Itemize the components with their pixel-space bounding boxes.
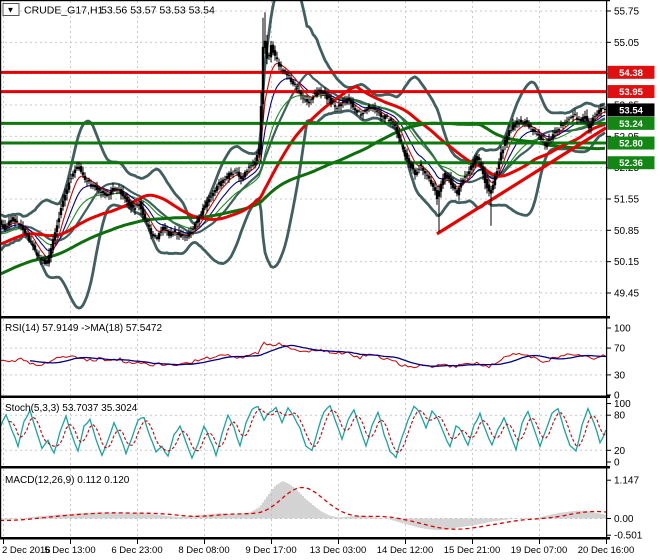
- axis-tick-label: -0.501: [614, 531, 643, 542]
- axis-tick-label: 70: [614, 344, 626, 355]
- axis-tick-label: 0: [614, 391, 620, 402]
- sma-long-red-line: [0, 85, 606, 246]
- axis-tick-label: 100: [614, 399, 631, 410]
- panel-divider: [0, 466, 610, 469]
- price-badge-label: 52.80: [619, 139, 643, 150]
- price-badge: [607, 116, 655, 130]
- time-axis-label: 6 Dec 23:00: [111, 545, 162, 556]
- rsi-ma-line: [29, 344, 606, 367]
- panel-divider: [0, 316, 610, 319]
- time-axis-label: 15 Dec 21:00: [444, 545, 501, 556]
- axis-tick-label: 55.75: [614, 7, 639, 18]
- price-badge: [607, 136, 655, 150]
- stoch-indicator-label: Stoch(5,3,3) 53.7037 35.3024: [5, 403, 138, 414]
- stoch-d-line: [8, 408, 606, 454]
- axis-tick-label: 50.85: [614, 226, 639, 237]
- dropdown-arrow-icon[interactable]: ▼: [7, 6, 15, 15]
- axis-tick-label: 1.147: [614, 476, 639, 487]
- chart-symbol-title: CRUDE_G17,H1: [24, 5, 104, 17]
- price-badge: [607, 103, 655, 117]
- macd-signal-line: [0, 486, 606, 530]
- macd-indicator-label: MACD(12,26,9) 0.112 0.120: [5, 475, 130, 486]
- trendline[interactable]: [436, 126, 606, 236]
- price-badge-label: 53.54: [619, 105, 643, 116]
- sma-long-green-line: [0, 121, 606, 276]
- symbol-dropdown-button[interactable]: [2, 3, 20, 16]
- main-chart-layer: [0, 1, 606, 310]
- axis-tick-label: 55.05: [614, 38, 639, 49]
- price-axis-border: [606, 0, 608, 540]
- stoch-panel-area[interactable]: [0, 398, 606, 466]
- bollinger-band-line: [0, 109, 606, 310]
- time-axis-label: 19 Dec 07:00: [511, 545, 568, 556]
- chart-top-border: [0, 0, 610, 2]
- axis-tick-label: 0.00: [614, 514, 634, 525]
- price-badge-label: 53.24: [619, 119, 643, 130]
- axis-tick-label: 20: [614, 446, 626, 457]
- time-axis-label: 13 Dec 03:00: [310, 545, 367, 556]
- ema-fast-line: [0, 62, 606, 259]
- rsi-line: [0, 341, 606, 369]
- price-badge-label: 52.36: [619, 158, 643, 169]
- price-badge: [607, 85, 655, 99]
- price-badge-label: 53.95: [619, 87, 643, 98]
- panel-divider: [0, 537, 610, 540]
- time-axis-label: 14 Dec 12:00: [377, 545, 434, 556]
- stoch-k-line: [0, 404, 606, 460]
- axis-tick-label: 49.45: [614, 288, 639, 299]
- price-badge: [607, 156, 655, 170]
- axis-tick-label: 80: [614, 411, 626, 422]
- axis-tick-label: 0: [614, 458, 620, 469]
- chart-left-border: [0, 0, 2, 540]
- time-axis-label: 20 Dec 16:00: [578, 545, 635, 556]
- rsi-indicator-label: RSI(14) 57.9149 ->MA(18) 57.5472: [5, 323, 162, 334]
- rsi-layer: [0, 341, 606, 369]
- axis-tick-label: 51.55: [614, 194, 639, 205]
- time-axis-label: 5 Dec 13:00: [44, 545, 95, 556]
- axis-tick-label: 100: [614, 324, 631, 335]
- time-axis-label: 2 Dec 2016: [2, 545, 51, 556]
- price-badge: [607, 65, 655, 79]
- time-axis-label: 8 Dec 08:00: [178, 545, 229, 556]
- time-axis-label: 9 Dec 17:00: [245, 545, 296, 556]
- chart-ohlc-values: 53.56 53.57 53.53 53.54: [101, 5, 215, 17]
- price-badge-label: 54.38: [619, 68, 643, 79]
- price-chart-area[interactable]: [0, 1, 606, 316]
- axis-tick-label: 30: [614, 370, 626, 381]
- panel-divider: [0, 395, 610, 398]
- stoch-layer: [0, 404, 606, 460]
- axis-tick-label: 50.15: [614, 257, 639, 268]
